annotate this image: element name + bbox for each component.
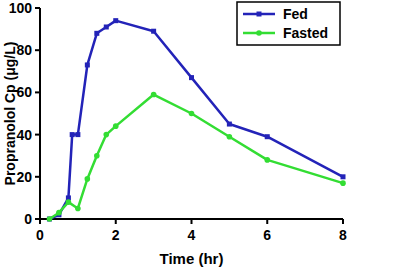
- y-tick-label: 80: [16, 42, 32, 58]
- series-line: [49, 95, 343, 219]
- point: [85, 176, 91, 182]
- point: [264, 157, 270, 163]
- point: [189, 75, 194, 80]
- x-tick: [191, 219, 193, 224]
- y-axis: [39, 8, 41, 219]
- x-tick-label: 0: [36, 227, 44, 243]
- x-tick-label: 8: [339, 227, 347, 243]
- point: [47, 216, 53, 222]
- point: [70, 132, 75, 137]
- x-axis-label: Time (hr): [160, 250, 224, 267]
- y-axis-label: Propranolol Cp (μg/L): [2, 42, 18, 186]
- x-tick-label: 2: [112, 227, 120, 243]
- legend-label: Fasted: [283, 25, 328, 41]
- point: [151, 29, 156, 34]
- point: [66, 199, 72, 205]
- plot-area: [47, 18, 346, 222]
- point: [56, 210, 62, 216]
- y-tick: [35, 49, 40, 51]
- x-tick: [266, 219, 268, 224]
- y-tick-label: 100: [9, 0, 33, 16]
- x-tick: [342, 219, 344, 224]
- point: [47, 217, 52, 222]
- y-tick-label: 40: [16, 127, 32, 143]
- y-tick-label: 20: [16, 169, 32, 185]
- y-tick: [35, 134, 40, 136]
- x-tick-label: 4: [188, 227, 196, 243]
- chart: 0 20 40 60 80 100 0 2 4 6 8 Time (hr) Propranolol Cp…: [0, 0, 393, 280]
- point: [104, 24, 109, 29]
- point: [85, 62, 90, 67]
- point: [103, 132, 109, 138]
- point: [94, 31, 99, 36]
- point: [113, 18, 118, 23]
- point: [341, 174, 346, 179]
- point: [75, 206, 81, 212]
- y-tick: [35, 176, 40, 178]
- point: [94, 153, 100, 159]
- legend-label: Fed: [283, 6, 308, 22]
- y-tick: [35, 7, 40, 9]
- y-tick-label: 0: [24, 211, 32, 227]
- point: [227, 134, 233, 140]
- x-tick: [39, 219, 41, 224]
- y-tick-label: 60: [16, 84, 32, 100]
- legend: Fed Fasted: [237, 2, 340, 45]
- point: [265, 134, 270, 139]
- series-line: [49, 21, 343, 219]
- point: [227, 122, 232, 127]
- point: [75, 132, 80, 137]
- point: [189, 111, 195, 117]
- point: [340, 180, 346, 186]
- y-tick: [35, 91, 40, 93]
- legend-box: [237, 2, 340, 45]
- legend-marker: [257, 12, 262, 17]
- x-tick-label: 6: [263, 227, 271, 243]
- x-tick: [115, 219, 117, 224]
- point: [151, 92, 157, 98]
- point: [113, 123, 119, 129]
- legend-marker: [256, 30, 262, 36]
